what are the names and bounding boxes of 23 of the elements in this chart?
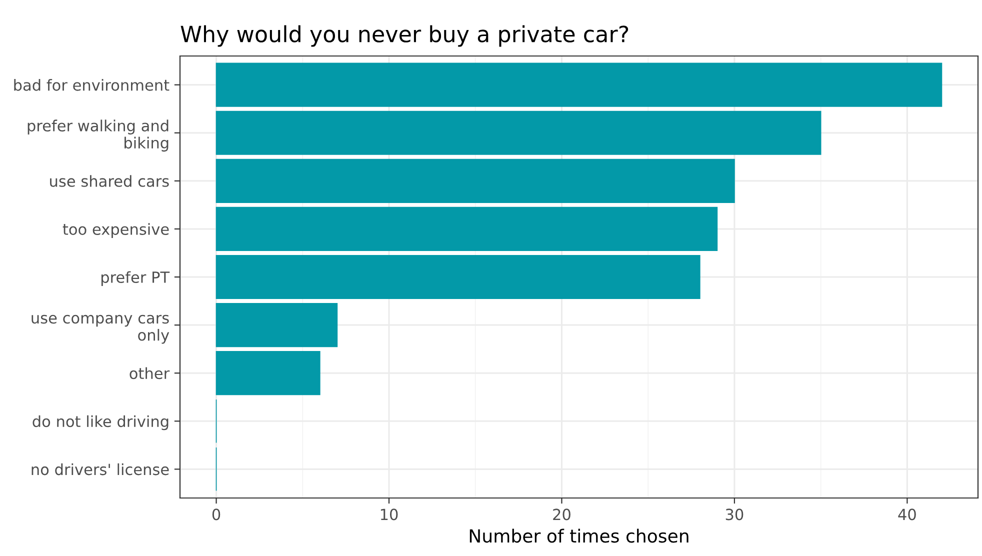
x-tick-label: 0 [212,508,220,520]
x-axis-title: Number of times chosen [470,528,688,543]
bar [216,206,718,251]
y-tick-label: prefer walking and biking [28,120,168,152]
chart-title: Why would you never buy a private car? [180,25,628,47]
x-tick-label: 20 [553,508,570,520]
y-tick-label: bad for environment [14,79,170,91]
bar [216,62,942,107]
y-tick-label: too expensive [62,223,169,238]
x-tick-label: 10 [380,508,398,520]
bar [216,254,700,300]
bar [216,303,338,348]
y-tick-label: do not like driving [32,415,168,430]
y-tick-label: no drivers' license [32,463,169,476]
x-tick-label: 40 [898,508,916,520]
y-tick-label: other [130,367,170,380]
y-tick-label: prefer PT [101,271,170,286]
x-tick-label: 30 [726,508,744,520]
bar [216,351,320,396]
y-tick-label: use company cars only [32,314,170,344]
bar [216,158,735,203]
bar [216,110,822,155]
y-tick-label: use shared cars [50,175,169,187]
